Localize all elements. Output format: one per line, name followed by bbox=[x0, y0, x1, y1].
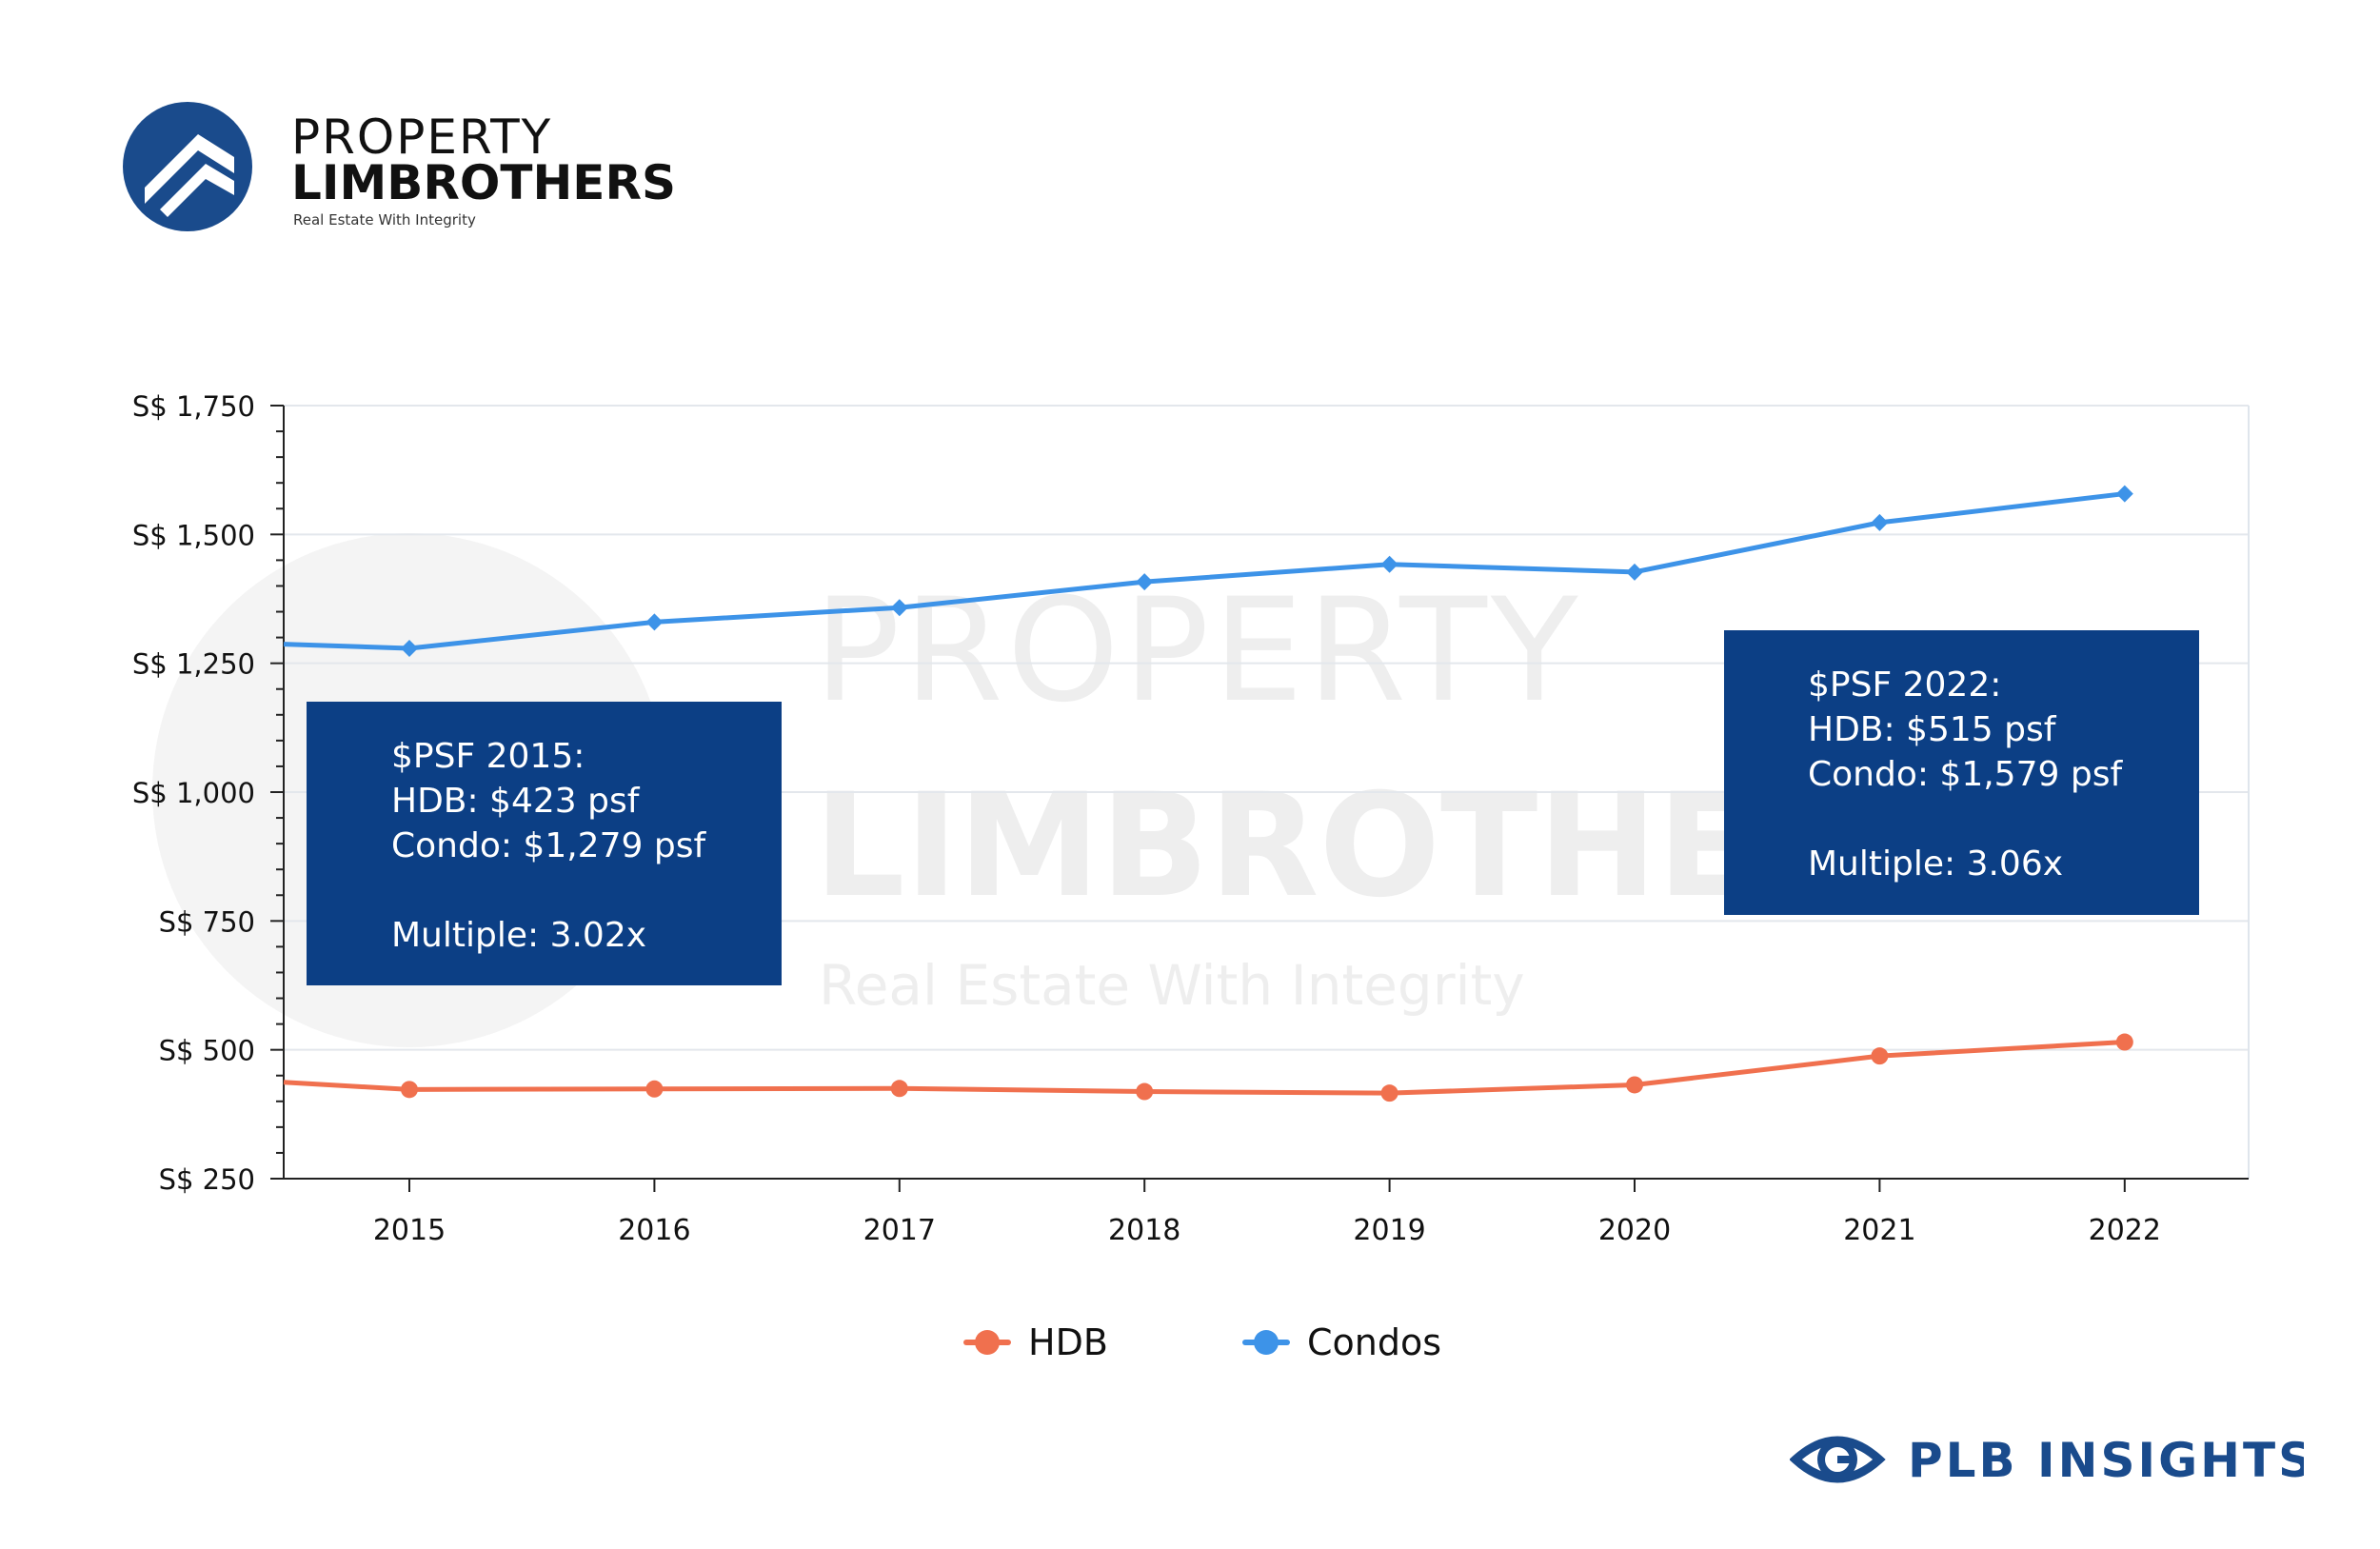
data-point-hdb bbox=[1626, 1076, 1643, 1094]
data-point-condos bbox=[645, 613, 664, 631]
data-point-condos bbox=[1136, 573, 1154, 591]
data-point-hdb bbox=[401, 1081, 418, 1099]
legend-item-hdb[interactable]: HDB bbox=[963, 1314, 1108, 1371]
y-tick-label: S$ 1,750 bbox=[132, 390, 255, 423]
annotation-2015: $PSF 2015: HDB: $423 psf Condo: $1,279 p… bbox=[307, 702, 782, 985]
legend-item-condos[interactable]: Condos bbox=[1242, 1314, 1441, 1371]
brand-tagline: Real Estate With Integrity bbox=[293, 211, 476, 228]
data-point-hdb bbox=[2115, 1033, 2133, 1051]
logo-icon bbox=[123, 102, 252, 231]
data-point-hdb bbox=[1871, 1047, 1889, 1065]
x-tick-label: 2019 bbox=[1353, 1214, 1425, 1247]
x-tick-label: 2022 bbox=[2089, 1214, 2161, 1247]
y-tick-label: S$ 750 bbox=[159, 905, 255, 938]
brand-name-bottom: LIMBROTHERS bbox=[291, 155, 676, 210]
annotation-2022: $PSF 2022: HDB: $515 psf Condo: $1,579 p… bbox=[1724, 630, 2199, 915]
annotation-2015-title: $PSF 2015: bbox=[391, 737, 585, 776]
data-point-condos bbox=[1626, 563, 1643, 581]
x-tick-label: 2018 bbox=[1108, 1214, 1180, 1247]
data-point-condos bbox=[890, 599, 908, 617]
data-point-condos bbox=[401, 639, 418, 657]
y-tick-label: S$ 1,250 bbox=[132, 648, 255, 681]
plb-insights-label: PLB INSIGHTS bbox=[1908, 1433, 2304, 1488]
plb-insights-logo: PLB INSIGHTS bbox=[1789, 1404, 2312, 1509]
legend-label-hdb: HDB bbox=[1028, 1321, 1108, 1363]
legend-swatch-condos bbox=[1242, 1323, 1290, 1361]
annotation-2015-condo: Condo: $1,279 psf bbox=[391, 826, 706, 865]
annotation-2015-multiple: Multiple: 3.02x bbox=[391, 916, 647, 955]
data-point-condos bbox=[1871, 513, 1889, 531]
annotation-2022-hdb: HDB: $515 psf bbox=[1808, 710, 2056, 749]
watermark-line1: PROPERTY bbox=[814, 568, 1582, 734]
watermark-line3: Real Estate With Integrity bbox=[819, 953, 1525, 1018]
eye-icon bbox=[1789, 1436, 1886, 1483]
annotation-2022-multiple: Multiple: 3.06x bbox=[1808, 844, 2064, 884]
y-tick-label: S$ 1,000 bbox=[132, 777, 255, 809]
y-axis: S$ 250 S$ 500 S$ 750 S$ 1,000 S$ 1,250 S$ 1,5… bbox=[132, 390, 285, 1196]
annotation-2022-title: $PSF 2022: bbox=[1808, 665, 2002, 705]
x-tick-label: 2015 bbox=[373, 1214, 446, 1247]
x-tick-label: 2017 bbox=[863, 1214, 936, 1247]
data-point-condos bbox=[1380, 555, 1398, 573]
y-tick-label: S$ 500 bbox=[159, 1035, 255, 1067]
x-axis: 2015 2016 2017 2018 2019 2020 2021 2022 bbox=[284, 1178, 2249, 1247]
data-point-hdb bbox=[890, 1080, 908, 1098]
series-layer bbox=[283, 485, 2133, 1102]
annotation-2022-condo: Condo: $1,579 psf bbox=[1808, 755, 2123, 794]
data-point-hdb bbox=[1380, 1084, 1398, 1102]
legend-swatch-hdb bbox=[963, 1323, 1011, 1361]
x-tick-label: 2016 bbox=[618, 1214, 690, 1247]
y-tick-label: S$ 1,500 bbox=[132, 519, 255, 551]
x-tick-label: 2021 bbox=[1843, 1214, 1915, 1247]
data-point-hdb bbox=[1136, 1082, 1154, 1101]
legend-label-condos: Condos bbox=[1307, 1321, 1442, 1363]
x-tick-label: 2020 bbox=[1598, 1214, 1671, 1247]
y-tick-label: S$ 250 bbox=[159, 1163, 255, 1196]
annotation-2015-hdb: HDB: $423 psf bbox=[391, 782, 640, 821]
data-point-hdb bbox=[645, 1080, 664, 1098]
brand-logo: PROPERTY LIMBROTHERS Real Estate With In… bbox=[0, 0, 724, 248]
brand-name-top: PROPERTY bbox=[291, 109, 552, 165]
data-point-condos bbox=[2115, 485, 2133, 503]
